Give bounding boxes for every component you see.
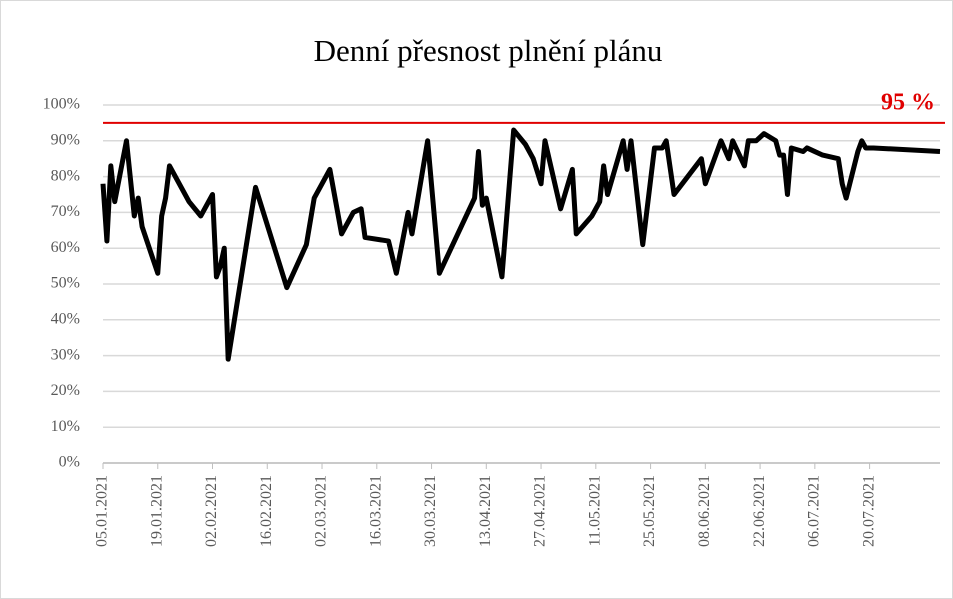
chart-title: Denní přesnost plnění plánu: [314, 33, 663, 68]
y-tick-label: 100%: [43, 96, 80, 113]
y-tick-label: 0%: [59, 454, 80, 471]
x-tick-label: 19.01.2021: [148, 475, 165, 547]
y-tick-label: 30%: [51, 346, 80, 363]
y-tick-label: 80%: [51, 167, 80, 184]
y-tick-label: 40%: [51, 310, 80, 327]
y-tick-label: 70%: [51, 203, 80, 220]
x-tick-label: 25.05.2021: [641, 475, 658, 547]
x-tick-label: 08.06.2021: [696, 475, 713, 547]
y-tick-label: 10%: [51, 418, 80, 435]
y-tick-label: 20%: [51, 382, 80, 399]
y-tick-label: 60%: [51, 239, 80, 256]
x-tick-label: 30.03.2021: [422, 475, 439, 547]
x-tick-label: 02.02.2021: [203, 475, 220, 547]
x-tick-label: 16.02.2021: [258, 475, 275, 547]
x-tick-label: 13.04.2021: [477, 475, 494, 547]
x-tick-label: 02.03.2021: [313, 475, 330, 547]
x-tick-label: 06.07.2021: [806, 475, 823, 547]
x-tick-label: 11.05.2021: [586, 475, 603, 546]
y-tick-label: 50%: [51, 275, 80, 292]
y-tick-label: 90%: [51, 131, 80, 148]
reference-label: 95 %: [881, 89, 935, 115]
x-tick-label: 05.01.2021: [94, 475, 111, 547]
x-tick-label: 20.07.2021: [860, 475, 877, 547]
x-tick-label: 22.06.2021: [751, 475, 768, 547]
x-tick-label: 27.04.2021: [532, 475, 549, 547]
x-tick-label: 16.03.2021: [367, 475, 384, 547]
data-line: [100, 127, 941, 362]
